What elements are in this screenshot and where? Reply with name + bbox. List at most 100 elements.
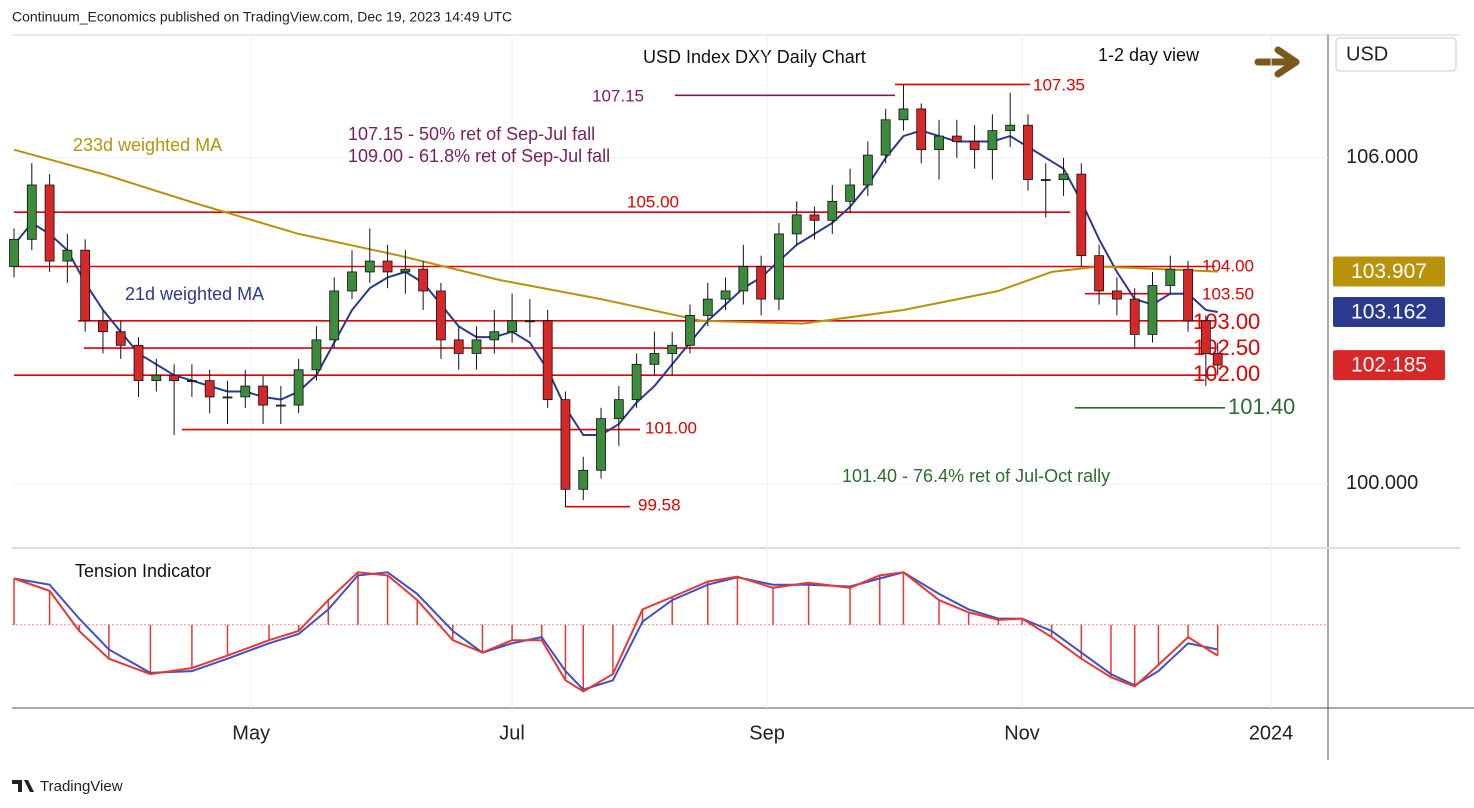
annotation: 101.40 - 76.4% ret of Jul-Oct rally xyxy=(842,466,1110,486)
price-tag xyxy=(1333,297,1445,328)
candle-body xyxy=(1212,353,1223,366)
tension-line xyxy=(13,571,1219,693)
ma-label: 233d weighted MA xyxy=(73,135,222,155)
candle-body xyxy=(631,363,642,401)
x-tick-label: Jul xyxy=(499,722,525,744)
level-label: 99.58 xyxy=(638,495,681,514)
footer-logo: TradingView xyxy=(12,778,123,795)
candle-body xyxy=(44,184,55,262)
level-label: 101.40 xyxy=(1228,394,1295,419)
x-tick-label: Nov xyxy=(1004,722,1040,744)
currency-box[interactable] xyxy=(1335,37,1457,72)
candle-body xyxy=(418,268,429,292)
candle-body xyxy=(702,298,713,316)
candle-body xyxy=(436,290,446,341)
candle-body xyxy=(951,135,962,142)
level-label: 102.00 xyxy=(1193,361,1260,386)
candle-body xyxy=(1058,173,1069,180)
candle-body xyxy=(1165,268,1176,286)
candle-body xyxy=(756,266,767,300)
candle-body xyxy=(720,290,731,300)
candle-body xyxy=(80,249,91,322)
publisher: Continuum_Economics published on Trading… xyxy=(12,9,512,25)
candle-body xyxy=(62,249,73,262)
candle-body xyxy=(364,260,375,273)
price-tag xyxy=(1333,350,1445,381)
candle-body xyxy=(934,135,944,151)
level-label: 103.50 xyxy=(1202,284,1254,303)
candle-body xyxy=(204,380,215,398)
candle-body xyxy=(738,266,749,292)
candle-body xyxy=(222,396,233,399)
candle-body xyxy=(311,339,322,371)
candle-body xyxy=(507,320,517,333)
arrow-icon xyxy=(1254,46,1300,78)
candle-body xyxy=(1094,255,1105,292)
candle-body xyxy=(916,108,927,151)
footer: TradingView xyxy=(40,778,123,795)
chart-subtitle: 1-2 day view xyxy=(1098,45,1200,65)
candle-body xyxy=(1023,124,1033,180)
candle-body xyxy=(9,238,19,267)
chart-title: USD Index DXY Daily Chart xyxy=(643,47,866,67)
candle-body xyxy=(969,141,980,151)
candle-body xyxy=(560,399,571,490)
candle-body xyxy=(275,404,286,407)
candle-body xyxy=(1200,320,1211,354)
candle-body xyxy=(115,331,126,346)
candle-body xyxy=(400,268,411,273)
pane-title: Tension Indicator xyxy=(75,561,211,581)
candle-body xyxy=(1040,179,1051,181)
candle-body xyxy=(329,290,340,341)
price-tag-label: 103.907 xyxy=(1351,260,1427,283)
candle-body xyxy=(827,200,838,221)
candle-body xyxy=(685,315,695,346)
price-tag-label: 102.185 xyxy=(1351,354,1427,377)
y-tick-label: 100.000 xyxy=(1346,472,1418,494)
candle-body xyxy=(240,385,251,398)
level-label: 107.35 xyxy=(1033,75,1085,94)
annotation: 107.15 - 50% ret of Sep-Jul fall xyxy=(348,124,595,144)
ma-label: 21d weighted MA xyxy=(125,284,264,304)
candle-body xyxy=(258,385,268,406)
x-tick-label: May xyxy=(232,722,270,744)
candle-body xyxy=(880,119,891,156)
candle-body xyxy=(1183,268,1193,322)
x-tick-label: Sep xyxy=(749,722,785,744)
candle-body xyxy=(26,184,37,240)
candle-body xyxy=(809,214,820,221)
candle-body xyxy=(542,320,553,401)
level-label: 101.00 xyxy=(645,418,697,437)
annotation: 109.00 - 61.8% ret of Sep-Jul fall xyxy=(348,146,610,166)
candle-body xyxy=(791,214,802,235)
price-tag-label: 103.162 xyxy=(1351,301,1427,324)
candle-body xyxy=(293,369,304,406)
level-label: 107.15 xyxy=(592,86,644,105)
candle-body xyxy=(187,380,197,383)
candle-body xyxy=(845,184,855,202)
level-label: 104.00 xyxy=(1202,256,1254,275)
y-tick-label: 106.000 xyxy=(1346,146,1418,168)
candle-body xyxy=(347,271,357,292)
candle-body xyxy=(596,418,606,471)
candle-body xyxy=(862,154,873,186)
currency: USD xyxy=(1346,43,1388,65)
candle-body xyxy=(382,260,393,273)
logo-mark xyxy=(12,780,34,792)
candle-body xyxy=(98,320,108,333)
candle-body xyxy=(1005,124,1016,132)
candle-body xyxy=(613,399,624,420)
candle-body xyxy=(774,233,784,300)
candle-body xyxy=(898,108,909,121)
candle-body xyxy=(987,130,998,151)
candle-body xyxy=(471,339,482,354)
candle-body xyxy=(453,339,464,354)
candle-body xyxy=(524,320,535,323)
candle-body xyxy=(1076,173,1087,257)
candle-body xyxy=(151,374,162,382)
price-tag xyxy=(1333,256,1445,287)
x-tick-label: 2024 xyxy=(1249,722,1294,744)
candle-body xyxy=(169,374,180,382)
candle-body xyxy=(1112,290,1122,300)
